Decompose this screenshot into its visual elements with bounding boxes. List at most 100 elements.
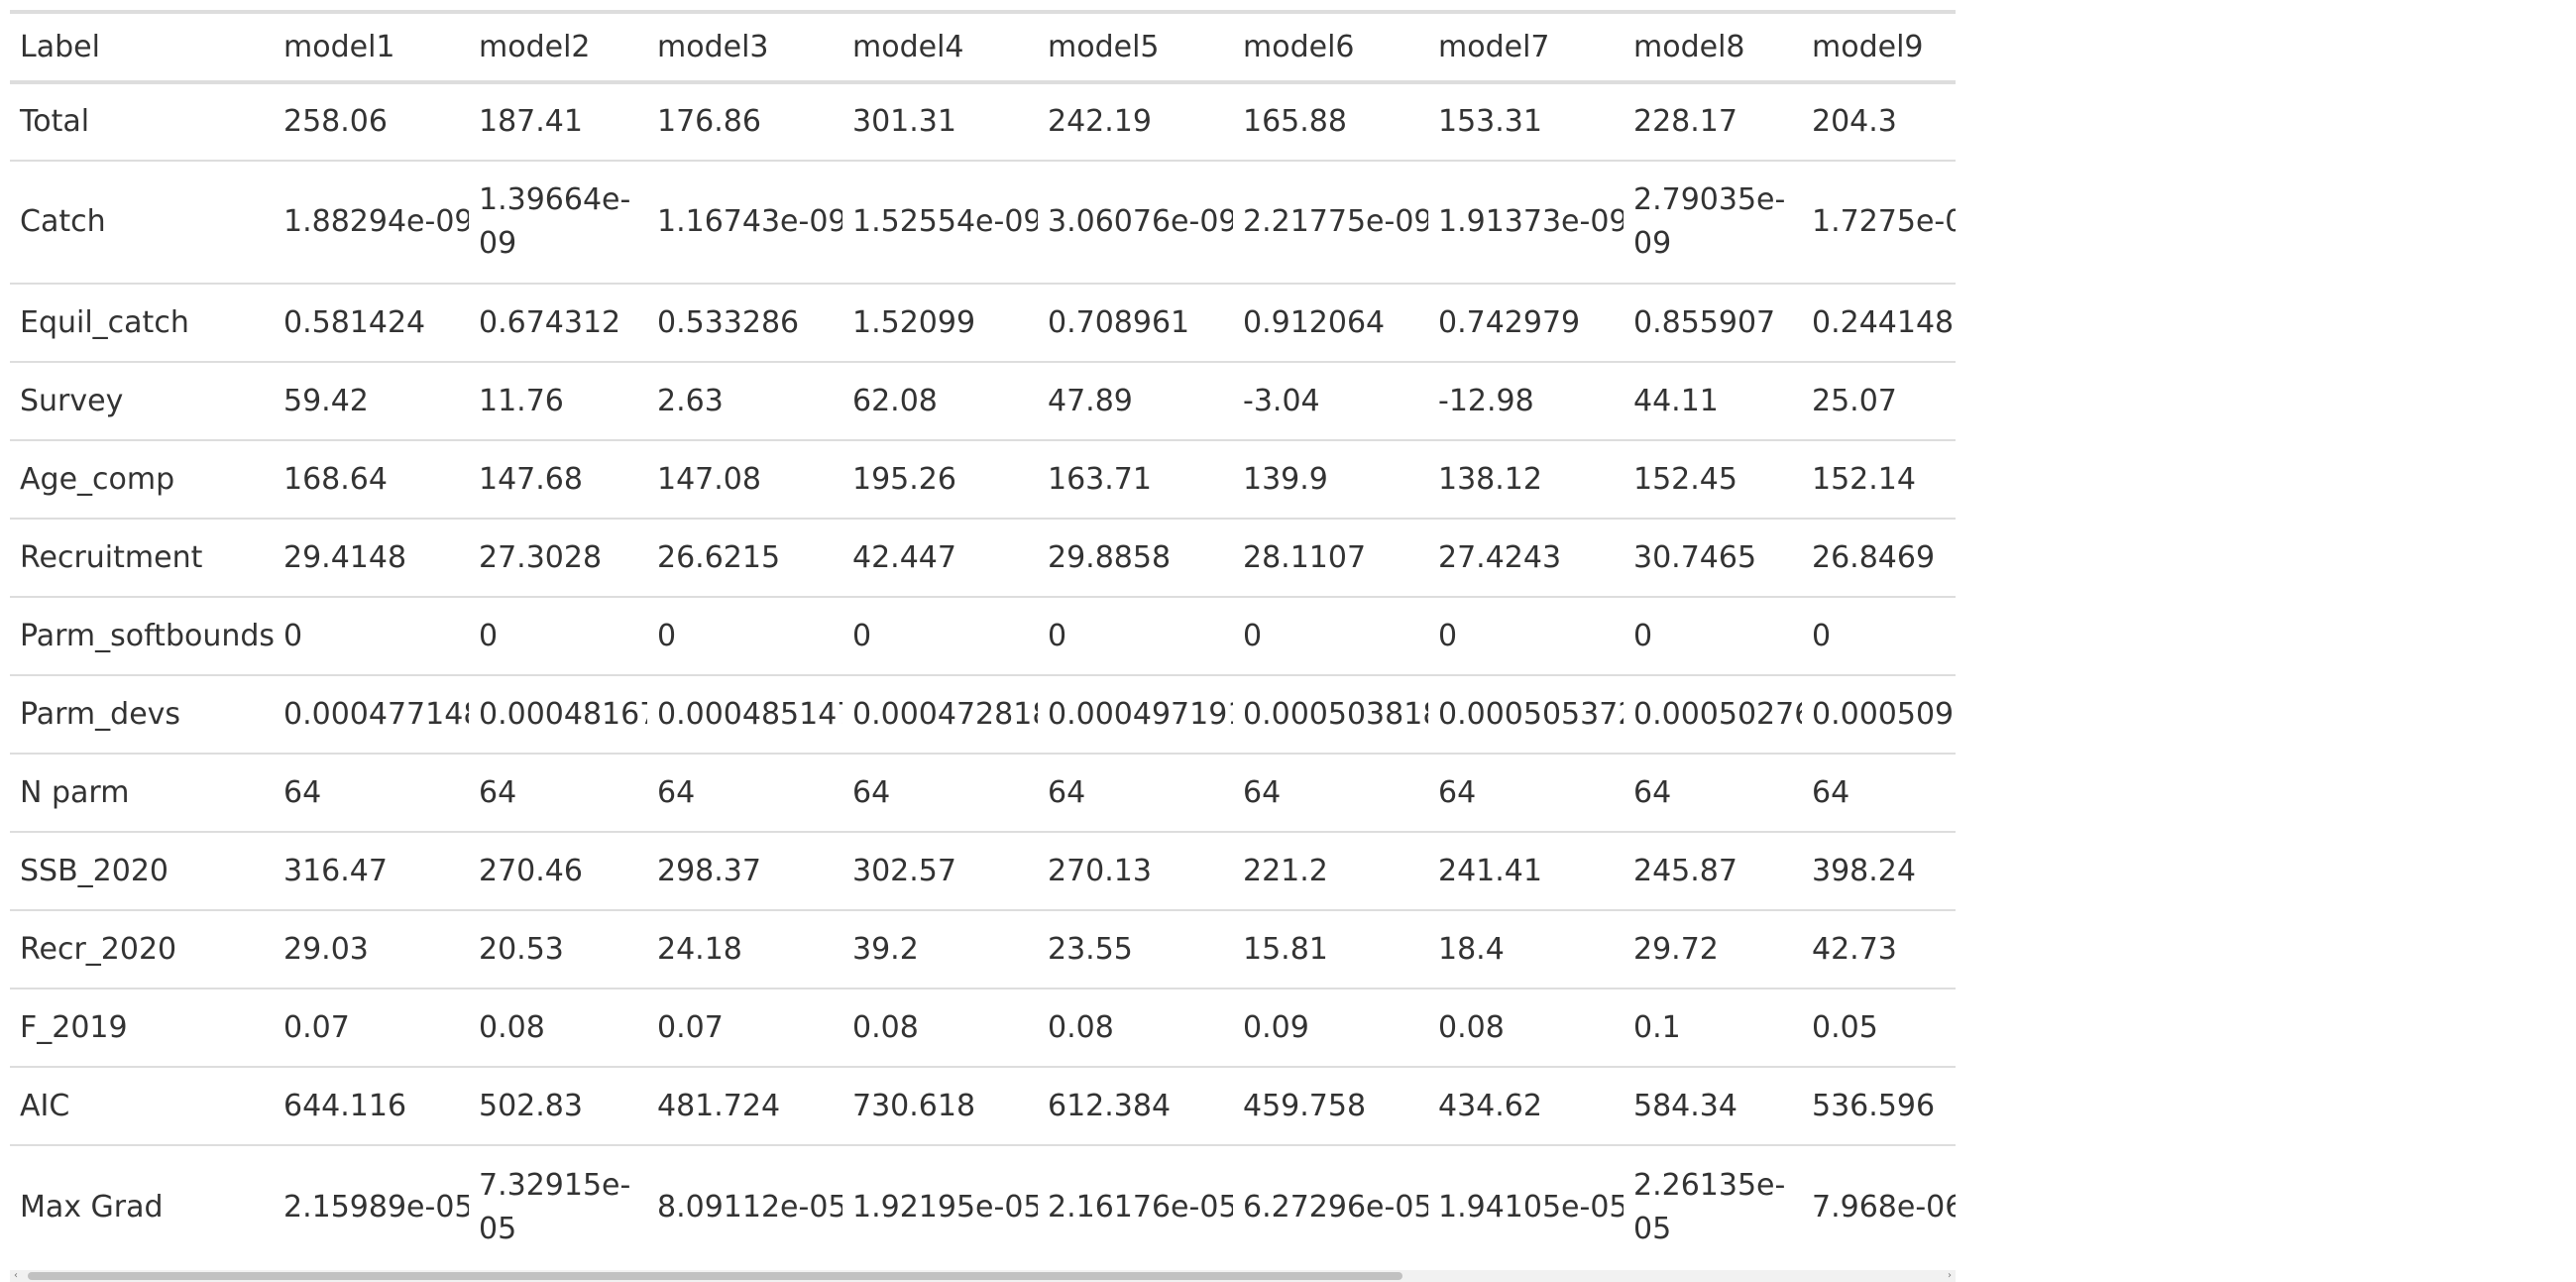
table-cell: 0.912064: [1243, 304, 1386, 340]
column-header-model8: model8: [1633, 29, 1745, 64]
table-cell: 44.11: [1633, 383, 1719, 418]
model-comparison-table: Label model1 model2 model3 model4 model5 model…: [10, 10, 1956, 1268]
column-header-model6: model6: [1243, 29, 1355, 64]
table-cell: 0.08: [852, 1009, 919, 1045]
table-cell: 270.46: [479, 853, 583, 888]
table-cell: 1.88294e-09: [283, 204, 469, 239]
table-cell: 8.09112e-05: [657, 1189, 842, 1224]
table-cell: 3.06076e-09: [1048, 204, 1233, 239]
table-cell: 59.42: [283, 383, 369, 418]
table-row: N parm 64 64 64 64 64 64 64 64 64: [10, 754, 1956, 832]
table-cell: 0: [1438, 618, 1458, 653]
table-cell: 62.08: [852, 383, 938, 418]
table-cell: 64: [657, 774, 696, 810]
table-cell: 15.81: [1243, 931, 1328, 967]
table-cell: 0.00050276: [1633, 696, 1802, 732]
table-cell: 204.3: [1812, 104, 1897, 139]
table-cell: 0.00048167: [479, 696, 647, 732]
table-cell: 29.4148: [283, 539, 407, 575]
scrollbar-thumb[interactable]: [28, 1272, 1402, 1280]
table-cell: 398.24: [1812, 853, 1916, 888]
table-row: Max Grad 2.15989e-05 7.32915e-05 8.09112e-0…: [10, 1145, 1956, 1268]
column-header-model7: model7: [1438, 29, 1550, 64]
table-cell: 26.8469: [1812, 539, 1936, 575]
table-cell: 147.68: [479, 461, 583, 497]
table-cell: 1.94105e-05: [1438, 1189, 1624, 1224]
horizontal-scrollbar[interactable]: ‹ ›: [10, 1270, 1956, 1282]
table-cell: 152.45: [1633, 461, 1737, 497]
table-cell: 64: [1048, 774, 1086, 810]
table-row: Catch 1.88294e-09 1.39664e-09 1.16743e-09 1.…: [10, 161, 1956, 284]
row-label-cell: AIC: [20, 1088, 70, 1123]
row-label-cell: Recr_2020: [20, 931, 177, 967]
table-cell: 0.000505372: [1438, 696, 1624, 732]
table-cell: 64: [1243, 774, 1282, 810]
table-cell: 18.4: [1438, 931, 1505, 967]
table-cell: 25.07: [1812, 383, 1897, 418]
row-label-cell: F_2019: [20, 1009, 128, 1045]
table-cell: 2.21775e-09: [1243, 204, 1428, 239]
table-cell: -12.98: [1438, 383, 1534, 418]
table-cell: 147.08: [657, 461, 761, 497]
table-cell: 0.708961: [1048, 304, 1190, 340]
column-header-model5: model5: [1048, 29, 1160, 64]
table-cell: 502.83: [479, 1088, 583, 1123]
row-label-cell: Total: [20, 104, 90, 139]
table-cell: 301.31: [852, 104, 956, 139]
table-cell: 0.08: [1438, 1009, 1505, 1045]
table-cell: 228.17: [1633, 104, 1737, 139]
table-cell: 258.06: [283, 104, 388, 139]
table-cell: 64: [1438, 774, 1477, 810]
table-row: Age_comp 168.64 147.68 147.08 195.26 163.71 13…: [10, 440, 1956, 519]
table-cell: 0: [1243, 618, 1263, 653]
table-cell: 168.64: [283, 461, 388, 497]
table-cell: -3.04: [1243, 383, 1320, 418]
table-cell: 152.14: [1812, 461, 1916, 497]
scroll-right-arrow-icon[interactable]: ›: [1948, 1270, 1952, 1281]
table-cell: 153.31: [1438, 104, 1542, 139]
table-row: Survey 59.42 11.76 2.63 62.08 47.89 -3.04 -12.9…: [10, 362, 1956, 440]
table-row: Parm_softbounds 0 0 0 0 0 0 0 0 0: [10, 597, 1956, 675]
table-cell: 26.6215: [657, 539, 781, 575]
column-header-model1: model1: [283, 29, 395, 64]
table-cell: 481.724: [657, 1088, 781, 1123]
row-label-cell: Recruitment: [20, 539, 203, 575]
table-cell: 2.63: [657, 383, 724, 418]
table-cell: 187.41: [479, 104, 583, 139]
table-cell: 0: [852, 618, 872, 653]
table-cell: 0.533286: [657, 304, 800, 340]
table-cell: 39.2: [852, 931, 919, 967]
table-cell: 1.39664e-09: [479, 182, 631, 261]
table-row: Total 258.06 187.41 176.86 301.31 242.19 165.8…: [10, 82, 1956, 161]
table-cell: 0.855907: [1633, 304, 1776, 340]
table-cell: 0: [283, 618, 303, 653]
table-cell: 47.89: [1048, 383, 1133, 418]
column-header-model3: model3: [657, 29, 769, 64]
table-cell: 165.88: [1243, 104, 1347, 139]
table-cell: 0.08: [479, 1009, 545, 1045]
table-cell: 7.968e-06: [1812, 1189, 1956, 1224]
table-cell: 1.52099: [852, 304, 976, 340]
table-cell: 612.384: [1048, 1088, 1172, 1123]
table-body: Total 258.06 187.41 176.86 301.31 242.19 165.8…: [10, 82, 1956, 1268]
table-cell: 27.3028: [479, 539, 603, 575]
table-cell: 42.73: [1812, 931, 1897, 967]
scroll-left-arrow-icon[interactable]: ‹: [14, 1270, 18, 1281]
table-cell: 24.18: [657, 931, 742, 967]
table-cell: 29.72: [1633, 931, 1719, 967]
model-comparison-table-container: Label model1 model2 model3 model4 model5 model…: [10, 10, 1956, 1282]
table-cell: 1.7275e-09: [1812, 204, 1956, 239]
table-cell: 0.0005095: [1812, 696, 1956, 732]
table-cell: 2.79035e-09: [1633, 182, 1786, 261]
table-cell: 138.12: [1438, 461, 1542, 497]
table-cell: 30.7465: [1633, 539, 1757, 575]
table-cell: 28.1107: [1243, 539, 1367, 575]
table-cell: 64: [283, 774, 322, 810]
table-row: SSB_2020 316.47 270.46 298.37 302.57 270.13 22…: [10, 832, 1956, 910]
table-cell: 64: [852, 774, 891, 810]
table-cell: 0: [479, 618, 499, 653]
table-cell: 644.116: [283, 1088, 407, 1123]
table-cell: 242.19: [1048, 104, 1152, 139]
table-cell: 302.57: [852, 853, 956, 888]
table-cell: 245.87: [1633, 853, 1737, 888]
